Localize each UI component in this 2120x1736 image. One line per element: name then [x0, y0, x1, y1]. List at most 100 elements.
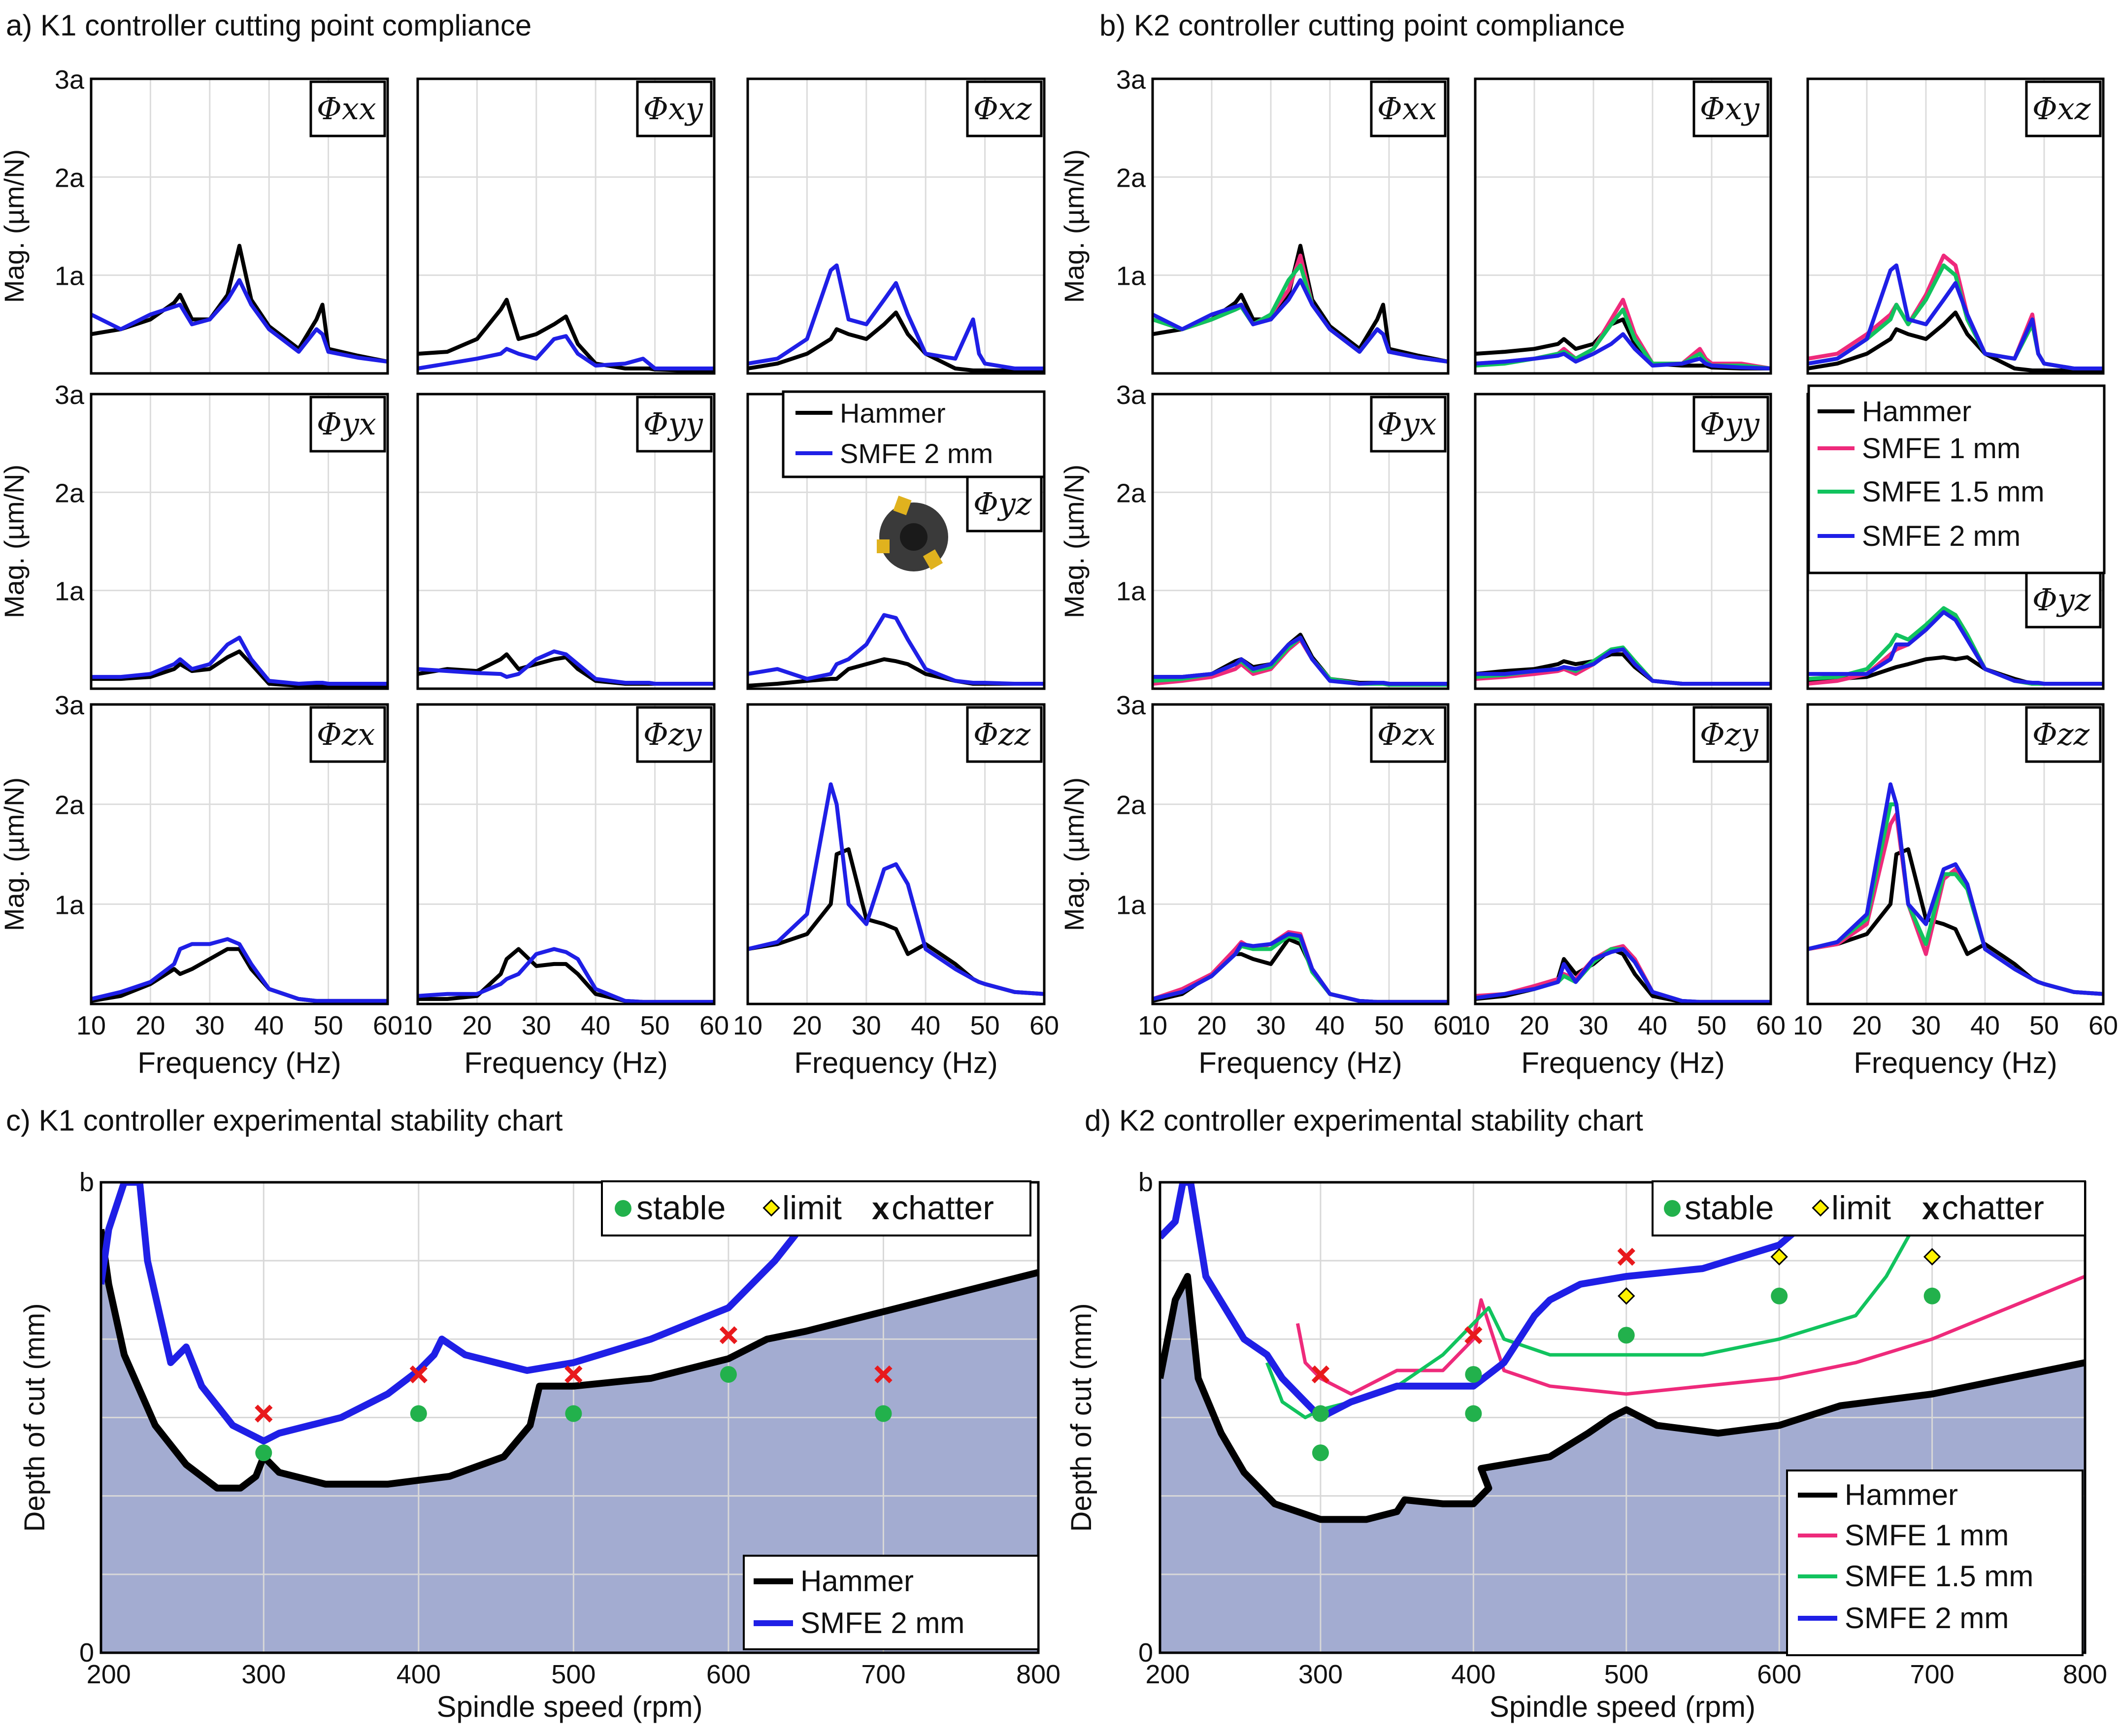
subplot-zy: Φzy 10 20 30 40 50 60 Frequency (Hz) — [403, 703, 729, 1079]
legend-chatter-marker: x — [872, 1191, 890, 1226]
axes-frame — [90, 77, 389, 375]
marker-legend-c-box — [601, 1180, 1031, 1236]
y-tick-label: 1a — [55, 577, 85, 606]
x-tick-label: 800 — [1016, 1660, 1060, 1689]
x-tick-label: 40 — [581, 1011, 610, 1040]
line-legend-d-box — [1786, 1469, 2084, 1656]
subplot-xz: Φxz — [746, 77, 1046, 375]
limit-marker — [1923, 1248, 1941, 1266]
stable-marker — [410, 1405, 427, 1422]
legend-limit-marker — [762, 1199, 780, 1217]
y-axis-label: Mag. (µm/N) — [0, 465, 30, 618]
legend-k2-smfe2-label: SMFE 2 mm — [1862, 520, 2021, 552]
subplot-label-box — [636, 80, 713, 137]
y-tick-label: 1a — [1116, 890, 1146, 920]
axes-frame — [1151, 77, 1450, 375]
stable-marker — [875, 1405, 892, 1422]
x-tick-label: 600 — [706, 1660, 751, 1689]
line-legend-d: Hammer SMFE 1 mm SMFE 1.5 mm SMFE 2 mm — [1786, 1469, 2084, 1656]
chatter-marker — [409, 1365, 428, 1384]
series-line-hammer — [1807, 310, 2103, 372]
subplot-xz: Φxz — [1806, 77, 2105, 375]
series-line-hammer — [417, 298, 714, 372]
x-axis-label: Frequency (Hz) — [794, 1046, 997, 1079]
compliance-grid-k2: Φxx 1a 2a 3a Mag. (µm/N) Φxy Φxz Φyx 1a 2a 3a Mag. … — [1059, 65, 2118, 1079]
subplot-label: Φxz — [973, 91, 1032, 127]
legend-stable-label: stable — [1685, 1189, 1774, 1227]
x-tick-label: 700 — [861, 1660, 905, 1689]
x-axis-label: Spindle speed (rpm) — [436, 1690, 702, 1723]
legend-k2-hammer-label: Hammer — [1862, 396, 1971, 428]
x-tick-label: 40 — [254, 1011, 284, 1040]
subplot-label: Φyz — [2032, 582, 2091, 618]
series-line-smfe-2-mm — [1807, 782, 2104, 996]
y-tick-label: 3a — [55, 380, 85, 410]
axes-frame — [746, 703, 1046, 1005]
subplot-label-box — [1370, 80, 1447, 137]
subplot-label: Φyx — [317, 406, 376, 442]
x-tick-label: 700 — [1910, 1660, 1954, 1689]
y-tick-label: b — [79, 1168, 94, 1197]
y-axis-label: Mag. (µm/N) — [0, 777, 30, 931]
legend-k2-compliance: Hammer SMFE 1 mm SMFE 1.5 mm SMFE 2 mm — [1807, 384, 2106, 574]
legend-limit-label: limit — [782, 1189, 842, 1227]
axes-frame — [416, 703, 716, 1005]
axes-frame — [416, 77, 716, 375]
x-tick-label: 20 — [462, 1011, 492, 1040]
chatter-marker — [719, 1326, 738, 1344]
x-tick-label: 30 — [195, 1011, 225, 1040]
x-tick-label: 50 — [970, 1011, 1000, 1040]
y-tick-label: 1a — [55, 890, 85, 920]
stable-marker — [565, 1405, 582, 1422]
subplot-label: Φxy — [643, 91, 703, 127]
chatter-marker — [874, 1365, 893, 1384]
axes-frame — [1806, 703, 2105, 1005]
subplot-label-box — [1692, 80, 1769, 137]
stable-marker — [1771, 1287, 1788, 1304]
y-tick-label: 3a — [1116, 691, 1146, 720]
y-tick-label: 1a — [55, 262, 85, 291]
x-tick-label: 20 — [792, 1011, 822, 1040]
x-tick-label: 60 — [699, 1011, 729, 1040]
x-tick-label: 30 — [852, 1011, 881, 1040]
milling-cutter-image — [877, 496, 948, 571]
subplot-zz: Φzz 10 20 30 40 50 60 Frequency (Hz) — [1793, 703, 2118, 1079]
x-tick-label: 40 — [1638, 1011, 1667, 1040]
x-tick-label: 20 — [1197, 1011, 1226, 1040]
legend-stable-marker — [1664, 1200, 1681, 1217]
subplot-label: Φyx — [1377, 406, 1437, 442]
marker-legend-d: stable limit x chatter — [1652, 1180, 2086, 1236]
y-axis-label: Mag. (µm/N) — [1059, 465, 1090, 618]
series-line-smfe-2-mm — [1475, 332, 1771, 370]
x-tick-label: 60 — [1433, 1011, 1463, 1040]
legend-chatter-marker: x — [1922, 1191, 1940, 1226]
stable-region — [101, 1229, 1038, 1653]
cutter-insert — [877, 539, 890, 553]
y-axis-label: Mag. (µm/N) — [1059, 777, 1090, 931]
legend-k2-smfe15-label: SMFE 1.5 mm — [1862, 476, 2045, 508]
axes-frame — [1151, 393, 1450, 690]
subplot-label: Φxy — [1700, 91, 1760, 127]
chatter-marker — [1464, 1326, 1483, 1344]
x-tick-label: 200 — [87, 1660, 131, 1689]
x-axis-label: Frequency (Hz) — [1198, 1046, 1402, 1079]
subplot-label: Φyy — [643, 406, 703, 442]
series-line-smfe-2-mm — [417, 947, 714, 1004]
subplot-label-box — [2025, 706, 2102, 763]
stable-marker — [1312, 1405, 1329, 1422]
x-tick-label: 20 — [135, 1011, 165, 1040]
x-tick-label: 40 — [1315, 1011, 1345, 1040]
x-axis-label: Frequency (Hz) — [1521, 1046, 1724, 1079]
x-tick-label: 50 — [314, 1011, 343, 1040]
series-line-smfe-2-mm — [1808, 610, 2103, 686]
axes-frame — [90, 393, 389, 690]
subplot-zx: Φzx 1a 2a 3a Mag. (µm/N) 10 20 30 40 50 60 Frequenc… — [1059, 691, 1463, 1079]
axes-frame — [99, 1181, 1040, 1654]
x-tick-label: 200 — [1145, 1660, 1190, 1689]
stability-line-smfe-2-mm — [1160, 1182, 1844, 1421]
stability-line-smfe-1-mm — [1295, 1274, 2085, 1396]
subplot-zx: Φzx 1a 2a 3a Mag. (µm/N) 10 20 30 40 50 60 Frequenc… — [0, 691, 402, 1079]
axes-frame — [1806, 77, 2105, 375]
cutter-insert — [923, 549, 943, 570]
